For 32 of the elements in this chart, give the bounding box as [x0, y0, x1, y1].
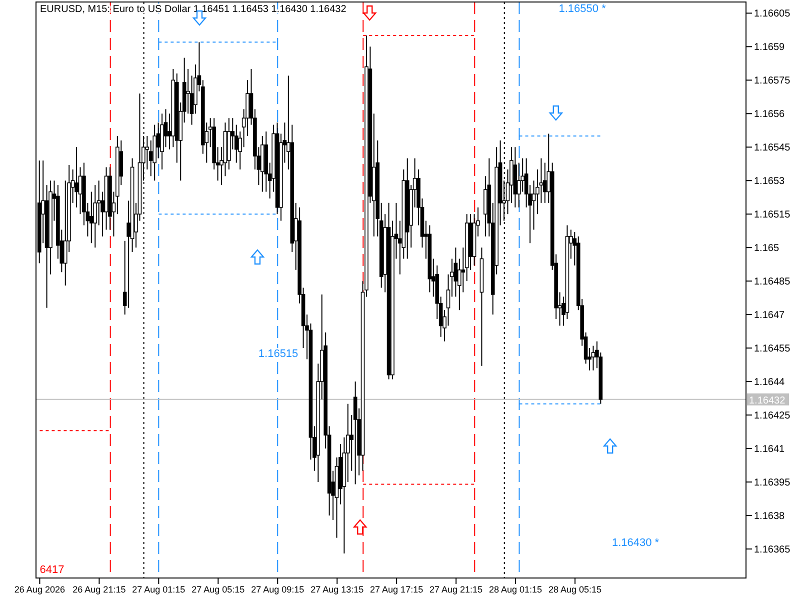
annotation: 1.16430 * — [612, 537, 660, 549]
y-tick-label: 1.1638 — [754, 511, 786, 522]
x-tick-label: 28 Aug 05:15 — [548, 584, 602, 594]
x-tick-label: 27 Aug 01:15 — [132, 584, 186, 594]
y-tick-label: 1.1647 — [754, 310, 786, 322]
y-tick-label: 1.16455 — [754, 344, 791, 355]
y-tick-label: 1.16365 — [754, 544, 791, 556]
x-tick-label: 27 Aug 09:15 — [251, 584, 304, 594]
ref-line-label: 1.16432 — [749, 395, 786, 406]
y-tick-label: 1.165 — [754, 243, 780, 254]
y-tick-label: 1.16395 — [754, 478, 791, 489]
y-tick-label: 1.1659 — [754, 42, 786, 54]
x-tick-label: 27 Aug 05:15 — [192, 584, 245, 594]
x-tick-label: 27 Aug 21:15 — [430, 584, 483, 594]
annotation: 6417 — [40, 564, 64, 576]
x-tick-label: 26 Aug 2026 — [14, 584, 65, 594]
y-tick-label: 1.16575 — [754, 76, 791, 87]
y-tick-label: 1.1644 — [754, 377, 786, 388]
x-tick-label: 28 Aug 01:15 — [489, 584, 542, 594]
y-tick-label: 1.1656 — [754, 109, 786, 120]
x-tick-label: 27 Aug 17:15 — [370, 584, 424, 594]
x-tick-label: 26 Aug 21:15 — [72, 584, 126, 594]
y-tick-label: 1.16605 — [754, 8, 791, 20]
y-tick-label: 1.16545 — [754, 142, 791, 154]
y-tick-label: 1.1653 — [754, 176, 786, 188]
y-tick-label: 1.16485 — [754, 276, 791, 288]
y-tick-label: 1.16515 — [754, 210, 791, 221]
x-tick-label: 27 Aug 13:15 — [310, 584, 364, 594]
annotation: 1.16550 * — [558, 3, 607, 15]
annotation: 1.16515 — [258, 348, 298, 360]
y-tick-label: 1.1641 — [754, 444, 786, 456]
y-tick-label: 1.16425 — [754, 410, 791, 422]
